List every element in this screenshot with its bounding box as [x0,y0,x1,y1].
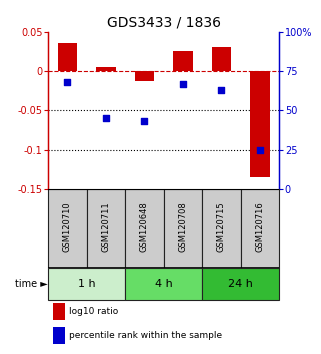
Text: log10 ratio: log10 ratio [69,307,118,316]
Text: 24 h: 24 h [228,279,253,289]
Bar [48,189,87,268]
Point [142,119,147,124]
Point [180,81,186,86]
Point [219,87,224,93]
Bar [53,303,65,320]
Bar [212,47,231,71]
Bar [125,189,164,268]
Text: GSM120716: GSM120716 [256,202,265,252]
Text: GSM120710: GSM120710 [63,202,72,252]
Bar [173,51,193,71]
Text: GSM120708: GSM120708 [178,202,187,252]
Bar [53,327,65,344]
Text: 1 h: 1 h [78,279,95,289]
Point [257,147,263,153]
Bar [58,44,77,71]
Bar [202,268,279,299]
Text: 4 h: 4 h [155,279,173,289]
Bar [48,268,125,299]
Text: percentile rank within the sample: percentile rank within the sample [69,331,222,339]
Text: GSM120648: GSM120648 [140,202,149,252]
Text: GDS3433 / 1836: GDS3433 / 1836 [107,16,221,29]
Text: GSM120715: GSM120715 [217,202,226,252]
Bar [135,71,154,80]
Text: GSM120711: GSM120711 [101,202,110,252]
Bar [96,67,116,71]
Bar [241,189,279,268]
Point [65,79,70,85]
Point [103,115,108,121]
Bar [87,189,125,268]
Bar [125,268,202,299]
Text: time ►: time ► [15,279,48,289]
Bar [202,189,241,268]
Bar [250,71,270,177]
Bar [164,189,202,268]
